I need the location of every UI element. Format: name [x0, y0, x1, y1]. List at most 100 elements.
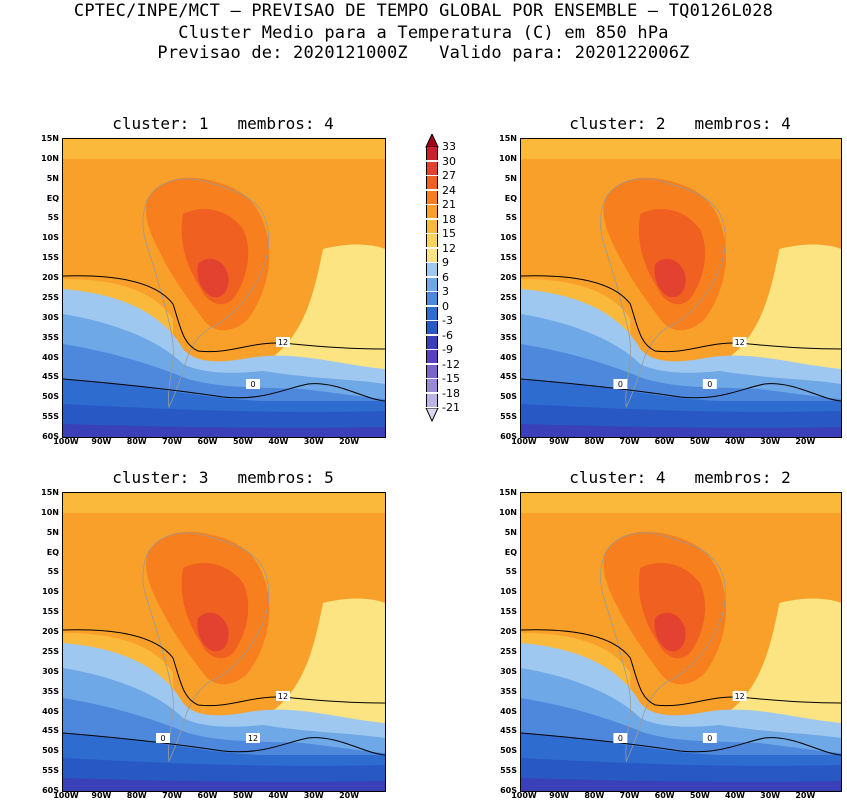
svg-text:0: 0	[250, 380, 255, 389]
lat-tick-label: 40S	[500, 706, 517, 716]
colorbar-swatch	[426, 379, 438, 392]
contour-label: 12	[246, 733, 260, 743]
band-9-12	[263, 598, 385, 743]
colorbar-swatch	[426, 321, 438, 334]
lon-tick-label: 90W	[549, 791, 570, 800]
lat-tick-label: 60S	[42, 432, 59, 441]
band-9-12	[263, 244, 385, 389]
colorbar-swatch	[426, 292, 438, 305]
lat-tick-label: 5N	[504, 173, 517, 183]
lat-tick-label: 55S	[500, 412, 517, 422]
lat-tick-label: 30S	[42, 312, 59, 322]
lat-tick-label: 25S	[42, 646, 59, 656]
colorbar-swatch	[426, 161, 438, 175]
lat-tick-label: 55S	[42, 766, 59, 776]
lat-tick-label: 30S	[500, 666, 517, 676]
lat-tick-label: 30S	[500, 312, 517, 322]
lon-tick-label: 30W	[303, 791, 324, 800]
contour-label: 12	[732, 691, 747, 701]
lon-tick-label: 20W	[339, 437, 360, 446]
lat-tick-label: 15S	[500, 607, 517, 617]
lon-tick-label: 20W	[339, 791, 360, 800]
contour-label: 0	[702, 733, 717, 743]
lat-tick-label: 35S	[500, 332, 517, 342]
colorbar-label: -6	[442, 328, 453, 342]
colorbar-swatch	[426, 335, 438, 349]
lon-tick-label: 60W	[654, 437, 675, 446]
lat-tick-label: 35S	[500, 686, 517, 696]
lon-tick-label: 70W	[162, 791, 183, 800]
lon-tick-label: 80W	[126, 437, 147, 446]
lat-tick-label: 20S	[42, 627, 59, 637]
lat-tick-label: 10N	[41, 507, 59, 517]
contour-0	[63, 732, 385, 756]
lon-tick-label: 30W	[760, 437, 781, 446]
map-panel-cluster-3: 12 12 0	[62, 492, 386, 792]
contour-label: 0	[613, 733, 628, 743]
contour-label: 12	[732, 337, 747, 347]
lat-tick-label: 40S	[42, 706, 59, 716]
lon-tick-label: 20W	[795, 791, 816, 800]
colorbar-bottom-arrow	[425, 408, 439, 422]
svg-text:0: 0	[707, 380, 712, 389]
colorbar-label: -3	[442, 314, 453, 327]
colorbar-label: 6	[442, 270, 449, 284]
colorbar-label: 24	[442, 183, 456, 197]
colorbar-label: 27	[442, 169, 456, 182]
contour-0	[521, 378, 841, 402]
colorbar-label: 9	[442, 256, 449, 269]
lat-tick-label: 25S	[42, 292, 59, 302]
coastline	[600, 532, 726, 763]
header-line-1: CPTEC/INPE/MCT – PREVISAO DE TEMPO GLOBA…	[73, 1, 774, 21]
lon-tick-label: 90W	[91, 437, 112, 446]
lon-tick-label: 30W	[303, 437, 324, 446]
colorbar-label: 3	[442, 285, 449, 298]
lon-tick-label: 60W	[197, 791, 218, 800]
temperature-field: 12 0 0	[521, 493, 841, 791]
lat-tick-label: 45S	[500, 726, 517, 736]
lon-tick-label: 90W	[549, 437, 570, 446]
lon-tick-label: 50W	[689, 437, 710, 446]
lat-tick-label: 30S	[42, 666, 59, 676]
lat-tick-label: 5N	[504, 527, 517, 537]
lon-tick-label: 80W	[126, 791, 147, 800]
colorbar-label: 21	[442, 198, 456, 211]
temperature-field: 12 0 0	[521, 139, 841, 437]
colorbar-label: 18	[442, 212, 456, 226]
svg-text:0: 0	[707, 734, 712, 743]
lat-tick-label: 10N	[499, 153, 517, 163]
lon-tick-label: 20W	[795, 437, 816, 446]
lat-tick-label: 50S	[500, 392, 517, 402]
contour-label: 12	[276, 691, 290, 701]
lat-tick-label: 10S	[42, 587, 59, 597]
lat-tick-label: 35S	[42, 686, 59, 696]
panel-title-2: cluster: 2 membros: 4	[569, 114, 791, 133]
temperature-field: 12 0	[63, 139, 385, 437]
colorbar-label: 30	[442, 154, 456, 168]
map-panel-cluster-4: 12 0 0	[520, 492, 842, 792]
colorbar-swatch	[426, 147, 438, 160]
lat-tick-label: 15S	[500, 253, 517, 263]
colorbar-swatch	[426, 248, 438, 262]
colorbar-label: -12	[442, 357, 460, 371]
lat-tick-label: 45S	[500, 372, 517, 382]
header-line-3: Previsao de: 2020121000Z Valido para: 20…	[157, 43, 690, 63]
lat-tick-label: EQ	[46, 193, 59, 203]
colorbar-swatch	[426, 234, 438, 247]
svg-text:12: 12	[735, 338, 745, 347]
svg-text:12: 12	[735, 692, 745, 701]
lat-tick-label: 20S	[500, 273, 517, 283]
contour-label: 0	[613, 379, 628, 389]
lat-tick-label: 15N	[41, 488, 59, 497]
coastline	[142, 178, 270, 409]
lat-tick-label: 5S	[47, 213, 59, 223]
lat-tick-label: 60S	[42, 786, 59, 795]
lat-tick-label: 15S	[42, 607, 59, 617]
svg-text:12: 12	[278, 692, 288, 701]
lat-tick-label: 10S	[500, 233, 517, 243]
contour-label: 0	[246, 379, 260, 389]
map-panel-cluster-1: 12 0	[62, 138, 386, 438]
colorbar-swatch	[426, 277, 438, 291]
colorbar-swatch	[426, 190, 438, 204]
svg-text:12: 12	[248, 734, 258, 743]
